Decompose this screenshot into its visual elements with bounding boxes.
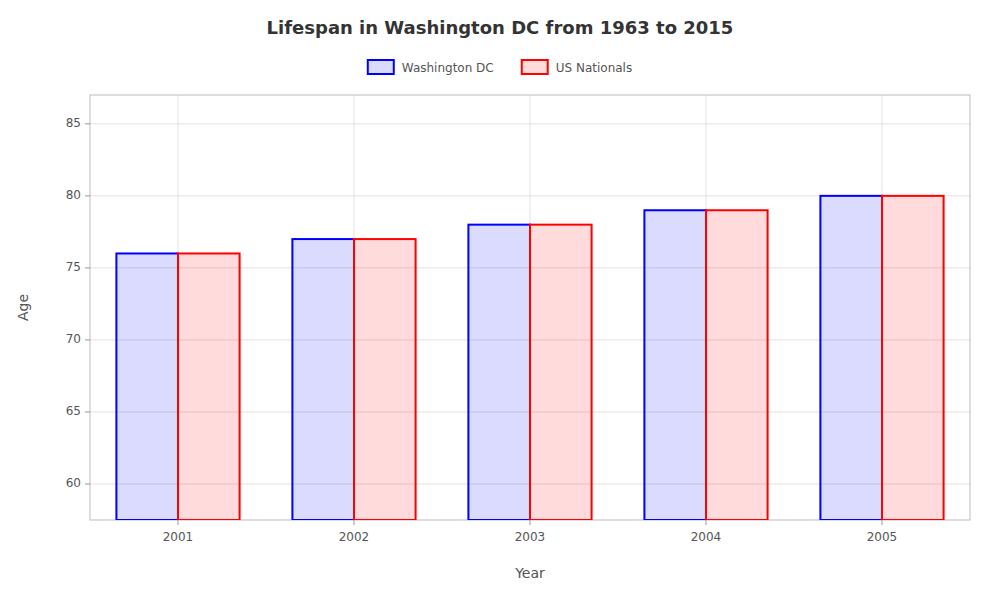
- y-tick: [85, 123, 90, 124]
- x-axis-label: Year: [514, 565, 545, 581]
- bar: [706, 210, 768, 520]
- legend-label: US Nationals: [556, 61, 632, 75]
- x-tick: [530, 520, 531, 525]
- x-tick: [178, 520, 179, 525]
- y-tick-label: 70: [66, 332, 81, 346]
- x-tick-label: 2004: [691, 530, 722, 544]
- y-tick: [85, 483, 90, 484]
- x-tick: [882, 520, 883, 525]
- x-tick: [706, 520, 707, 525]
- x-tick-label: 2005: [867, 530, 898, 544]
- bar: [644, 210, 706, 520]
- axes: 60 65 70 75 80 85 2001 2002 2003 2004 2005: [66, 116, 898, 544]
- title: Lifespan in Washington DC from 1963 to 2…: [267, 17, 734, 38]
- bar: [468, 225, 530, 520]
- y-tick-label: 65: [66, 404, 81, 418]
- bar: [354, 239, 416, 520]
- y-axis-label: Age: [15, 294, 31, 321]
- bar: [178, 253, 240, 520]
- chart-container: 60 65 70 75 80 85 2001 2002 2003 2004 2005 Year Age L…: [0, 0, 1000, 600]
- legend-label: Washington DC: [402, 61, 494, 75]
- grid: [90, 95, 970, 520]
- bar: [882, 196, 944, 520]
- legend-swatch: [368, 60, 394, 74]
- legend-item: Washington DC: [368, 60, 494, 75]
- chart-svg: 60 65 70 75 80 85 2001 2002 2003 2004 2005 Year Age L…: [0, 0, 1000, 600]
- bar: [820, 196, 882, 520]
- bar: [292, 239, 354, 520]
- plot-frame: [90, 95, 970, 520]
- bar: [116, 253, 178, 520]
- y-tick-label: 75: [66, 260, 81, 274]
- legend: Washington DC US Nationals: [368, 60, 632, 75]
- legend-item: US Nationals: [522, 60, 632, 75]
- y-tick: [85, 195, 90, 196]
- x-tick-label: 2001: [163, 530, 194, 544]
- x-tick-label: 2003: [515, 530, 546, 544]
- x-tick-label: 2002: [339, 530, 370, 544]
- y-tick-label: 80: [66, 188, 81, 202]
- y-tick-label: 60: [66, 476, 81, 490]
- bars: [116, 196, 943, 520]
- x-tick: [354, 520, 355, 525]
- y-tick: [85, 411, 90, 412]
- y-tick: [85, 339, 90, 340]
- bar: [530, 225, 592, 520]
- y-tick-label: 85: [66, 116, 81, 130]
- legend-swatch: [522, 60, 548, 74]
- y-tick: [85, 267, 90, 268]
